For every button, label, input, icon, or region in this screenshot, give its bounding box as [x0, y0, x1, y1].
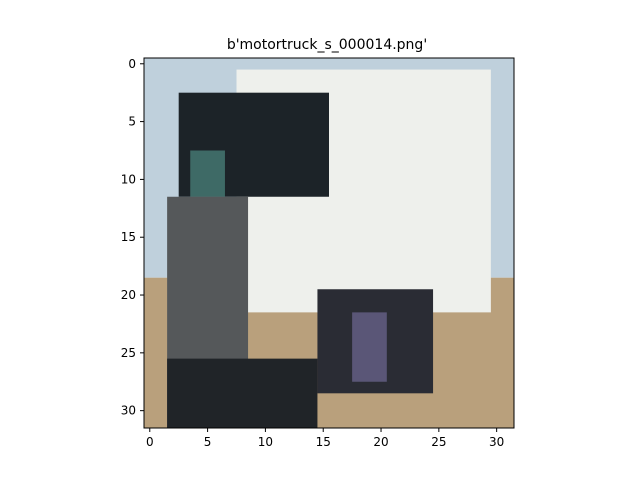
x-tick-label: 25	[431, 435, 446, 449]
x-tick-label: 20	[373, 435, 388, 449]
y-tick-label: 10	[121, 172, 136, 186]
x-tick-label: 5	[204, 435, 212, 449]
image-region-wheel-purple	[352, 312, 387, 382]
x-tick-label: 10	[258, 435, 273, 449]
y-tick-label: 15	[121, 230, 136, 244]
x-tick-label: 0	[146, 435, 154, 449]
x-tick-label: 15	[316, 435, 331, 449]
y-tick-label: 0	[128, 57, 136, 71]
y-tick-label: 25	[121, 346, 136, 360]
image-region-bumper-dark	[167, 358, 318, 428]
x-axis: 0 5 10 15 20 25 30	[146, 428, 504, 449]
image-region-window-teal	[190, 150, 225, 197]
y-axis: 0 5 10 15 20 25 30	[121, 57, 144, 418]
chart-title: b'motortruck_s_000014.png'	[227, 37, 427, 53]
y-tick-label: 5	[128, 115, 136, 129]
image-pixels	[144, 58, 514, 428]
axes-frame	[143, 57, 515, 429]
x-tick-label: 30	[489, 435, 504, 449]
y-tick-label: 20	[121, 288, 136, 302]
y-tick-label: 30	[121, 404, 136, 418]
